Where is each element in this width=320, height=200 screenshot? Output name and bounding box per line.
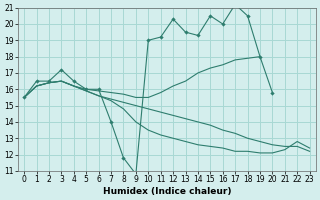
X-axis label: Humidex (Indice chaleur): Humidex (Indice chaleur) [103, 187, 231, 196]
